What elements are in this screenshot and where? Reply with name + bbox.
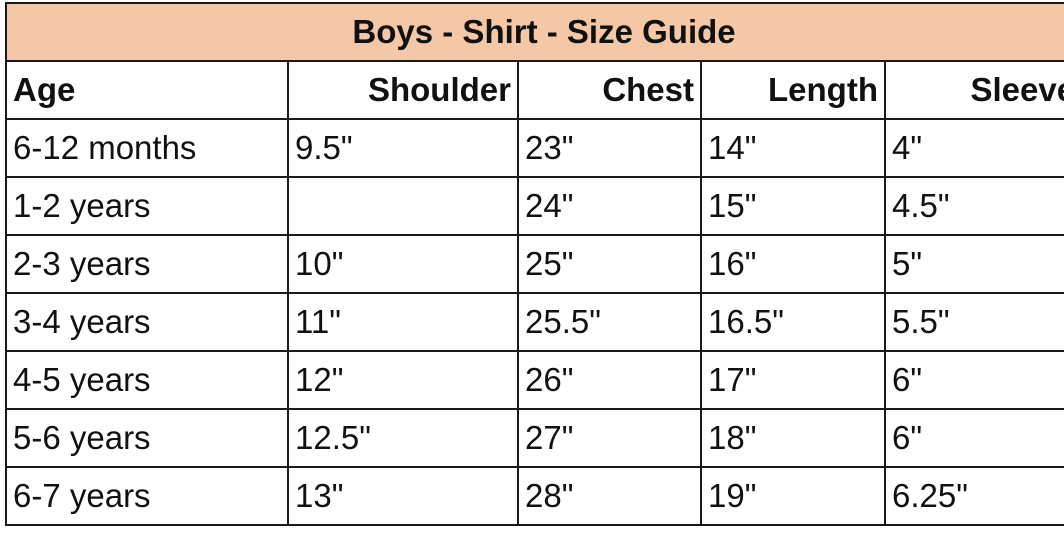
cell-age: 4-5 years — [5, 350, 289, 410]
table-row: 2-3 years 10" 25" 16" 5" — [5, 234, 1064, 294]
table-row: 3-4 years 11" 25.5" 16.5" 5.5" — [5, 292, 1064, 352]
cell-length: 17" — [700, 350, 886, 410]
cell-chest: 25.5" — [517, 292, 702, 352]
cell-sleeve: 5.5" — [883, 292, 1064, 352]
cell-length: 16" — [700, 234, 886, 294]
cell-shoulder: 12.5" — [287, 408, 519, 468]
cell-age: 6-7 years — [5, 466, 289, 526]
cell-shoulder: 9.5" — [287, 118, 519, 178]
cell-shoulder: 11" — [287, 292, 519, 352]
cell-sleeve: 6.25" — [883, 466, 1064, 526]
cell-age: 6-12 months — [5, 118, 289, 178]
table-row: 1-2 years 24" 15" 4.5" — [5, 176, 1064, 236]
cell-length: 14" — [700, 118, 886, 178]
cell-length: 19" — [700, 466, 886, 526]
table-row: 6-12 months 9.5" 23" 14" 4" — [5, 118, 1064, 178]
cell-sleeve: 6" — [883, 408, 1064, 468]
header-age: Age — [5, 60, 289, 120]
cell-length: 15" — [700, 176, 886, 236]
cell-chest: 27" — [517, 408, 702, 468]
table-row: 6-7 years 13" 28" 19" 6.25" — [5, 466, 1064, 526]
cell-chest: 26" — [517, 350, 702, 410]
cell-shoulder: 10" — [287, 234, 519, 294]
cell-sleeve: 5" — [883, 234, 1064, 294]
cell-shoulder: 12" — [287, 350, 519, 410]
cell-age: 1-2 years — [5, 176, 289, 236]
size-guide-table: Boys - Shirt - Size Guide Age Shoulder C… — [4, 2, 1064, 526]
cell-length: 16.5" — [700, 292, 886, 352]
cell-shoulder: 13" — [287, 466, 519, 526]
table-row: 4-5 years 12" 26" 17" 6" — [5, 350, 1064, 410]
table-title: Boys - Shirt - Size Guide — [4, 2, 1064, 62]
header-shoulder: Shoulder — [287, 60, 519, 120]
cell-sleeve: 4" — [883, 118, 1064, 178]
header-length: Length — [700, 60, 886, 120]
cell-chest: 24" — [517, 176, 702, 236]
header-row: Age Shoulder Chest Length Sleeve — [5, 60, 1064, 120]
cell-sleeve: 4.5" — [883, 176, 1064, 236]
cell-shoulder — [287, 176, 519, 236]
cell-sleeve: 6" — [883, 350, 1064, 410]
header-chest: Chest — [517, 60, 702, 120]
cell-age: 5-6 years — [5, 408, 289, 468]
cell-age: 3-4 years — [5, 292, 289, 352]
cell-age: 2-3 years — [5, 234, 289, 294]
cell-chest: 28" — [517, 466, 702, 526]
header-sleeve: Sleeve — [883, 60, 1064, 120]
cell-length: 18" — [700, 408, 886, 468]
table-row: 5-6 years 12.5" 27" 18" 6" — [5, 408, 1064, 468]
cell-chest: 25" — [517, 234, 702, 294]
title-row: Boys - Shirt - Size Guide — [4, 2, 1064, 62]
cell-chest: 23" — [517, 118, 702, 178]
